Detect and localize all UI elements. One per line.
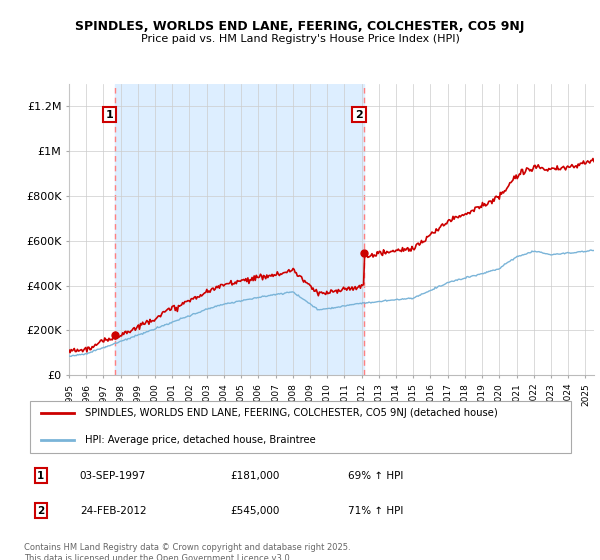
Text: £181,000: £181,000 [230,471,280,481]
Text: £545,000: £545,000 [230,506,280,516]
Text: 1: 1 [37,471,44,481]
Text: Contains HM Land Registry data © Crown copyright and database right 2025.
This d: Contains HM Land Registry data © Crown c… [24,543,350,560]
Bar [115,84,364,375]
Text: SPINDLES, WORLDS END LANE, FEERING, COLCHESTER, CO5 9NJ: SPINDLES, WORLDS END LANE, FEERING, COLC… [76,20,524,32]
Text: Price paid vs. HM Land Registry's House Price Index (HPI): Price paid vs. HM Land Registry's House … [140,34,460,44]
Text: 24-FEB-2012: 24-FEB-2012 [80,506,146,516]
Text: 2: 2 [355,110,363,120]
Text: 1: 1 [106,110,113,120]
Text: 03-SEP-1997: 03-SEP-1997 [80,471,146,481]
Text: 69% ↑ HPI: 69% ↑ HPI [347,471,403,481]
Text: 2: 2 [37,506,44,516]
Text: 71% ↑ HPI: 71% ↑ HPI [347,506,403,516]
Text: SPINDLES, WORLDS END LANE, FEERING, COLCHESTER, CO5 9NJ (detached house): SPINDLES, WORLDS END LANE, FEERING, COLC… [85,408,498,418]
FancyBboxPatch shape [29,400,571,454]
Text: HPI: Average price, detached house, Braintree: HPI: Average price, detached house, Brai… [85,435,316,445]
